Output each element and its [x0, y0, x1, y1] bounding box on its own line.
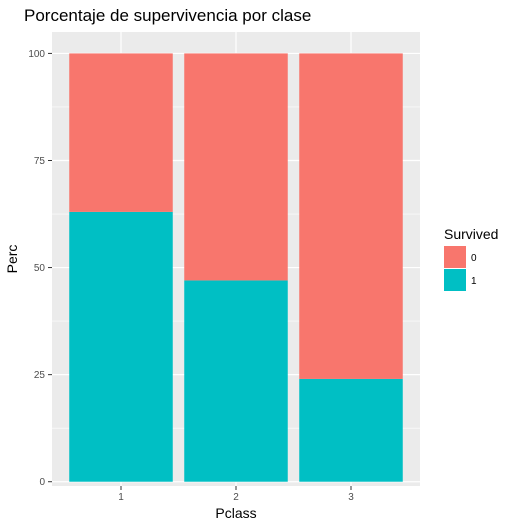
y-tick-label: 100	[28, 49, 45, 60]
x-tick-label: 2	[233, 492, 239, 503]
bar-pclass-3-survived-0	[299, 53, 403, 379]
bars	[69, 53, 403, 482]
y-axis-title: Perc	[4, 245, 20, 274]
x-axis: 1 2 3	[118, 486, 354, 503]
y-axis: 0 25 50 75 100	[28, 49, 52, 488]
bar-pclass-1-survived-1	[69, 211, 173, 482]
bar-pclass-1-survived-0	[69, 53, 173, 212]
x-tick-label: 1	[118, 492, 124, 503]
x-tick-label: 3	[348, 492, 354, 503]
legend-key-0	[444, 246, 466, 268]
bar-pclass-3-survived-1	[299, 378, 403, 482]
legend-label-1: 1	[471, 276, 477, 287]
legend-title: Survived	[444, 226, 498, 242]
legend-label-0: 0	[471, 253, 477, 264]
y-tick-label: 0	[39, 477, 45, 488]
bar-pclass-2-survived-1	[184, 280, 288, 482]
bar-pclass-2-survived-0	[184, 53, 288, 281]
y-tick-label: 75	[34, 156, 46, 167]
y-tick-label: 25	[34, 370, 46, 381]
legend-key-1	[444, 269, 466, 291]
y-tick-label: 50	[34, 263, 46, 274]
legend: Survived 0 1	[444, 226, 498, 291]
chart-title: Porcentaje de supervivencia por clase	[24, 6, 311, 25]
x-axis-title: Pclass	[215, 505, 256, 521]
